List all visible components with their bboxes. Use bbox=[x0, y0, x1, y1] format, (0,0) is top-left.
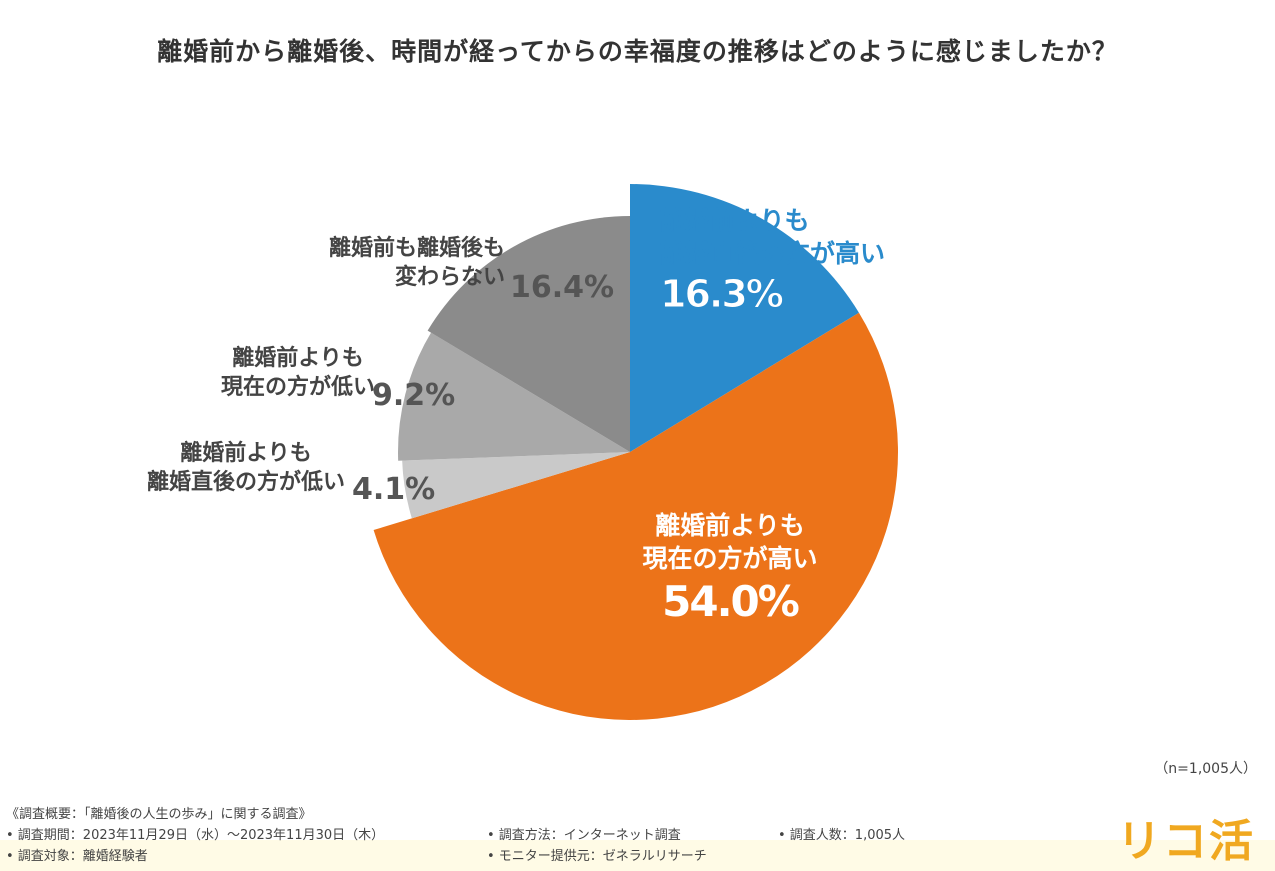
label-slice-4: 離婚前も離婚後も 変わらない bbox=[329, 235, 505, 292]
pie-slice bbox=[398, 332, 630, 461]
label-line: 現在の方が低い bbox=[220, 374, 375, 400]
sample-size: （n=1,005人） bbox=[1154, 761, 1257, 777]
survey-target: • 調査対象：離婚経験者 bbox=[6, 849, 148, 864]
label-line: 現在の方が高い bbox=[642, 543, 818, 573]
value-label: 54.0% bbox=[662, 577, 800, 626]
label-slice-3: 離婚前よりも 現在の方が低い bbox=[221, 345, 375, 402]
survey-summary: 《調査概要：「離婚後の人生の歩み」に関する調査》 bbox=[6, 807, 312, 822]
pie-slice bbox=[402, 452, 630, 519]
label-line: 離婚前よりも bbox=[180, 441, 312, 466]
survey-count: • 調査人数：1,005人 bbox=[778, 828, 906, 843]
label-line: 離婚前よりも bbox=[660, 206, 810, 235]
label-line: 変わらない bbox=[394, 264, 505, 290]
label-line: 離婚直後の方が低い bbox=[146, 469, 345, 495]
label-slice-2: 離婚前よりも 離婚直後の方が低い bbox=[147, 440, 345, 497]
value-label: 16.3% bbox=[659, 271, 784, 316]
value-label-slice-4: 16.4% bbox=[510, 270, 615, 305]
label-line: 離婚前も離婚後も bbox=[328, 236, 505, 261]
logo: リコ活 bbox=[1117, 816, 1255, 867]
survey-provider: • モニター提供元：ゼネラルリサーチ bbox=[487, 849, 707, 864]
chart-title: 離婚前から離婚後、時間が経ってからの幸福度の推移はどのように感じましたか？ bbox=[157, 37, 1118, 66]
label-line: 離婚直後の方が高い bbox=[660, 238, 886, 268]
label-line: 離婚前よりも bbox=[655, 511, 805, 540]
value-label-slice-2: 4.1% bbox=[352, 472, 436, 507]
pie-slice bbox=[630, 184, 859, 452]
pie-slice bbox=[373, 312, 898, 721]
value-label-slice-3: 9.2% bbox=[372, 378, 456, 413]
pie-slice bbox=[427, 216, 630, 452]
label-slice-0: 離婚前よりも 離婚直後の方が高い 16.3% bbox=[659, 205, 886, 319]
survey-method: • 調査方法：インターネット調査 bbox=[487, 828, 681, 843]
label-slice-1: 離婚前よりも 現在の方が高い 54.0% bbox=[605, 510, 855, 630]
label-line: 離婚前よりも bbox=[232, 346, 364, 371]
survey-period: • 調査期間：2023年11月29日（水）～2023年11月30日（木） bbox=[6, 828, 385, 843]
